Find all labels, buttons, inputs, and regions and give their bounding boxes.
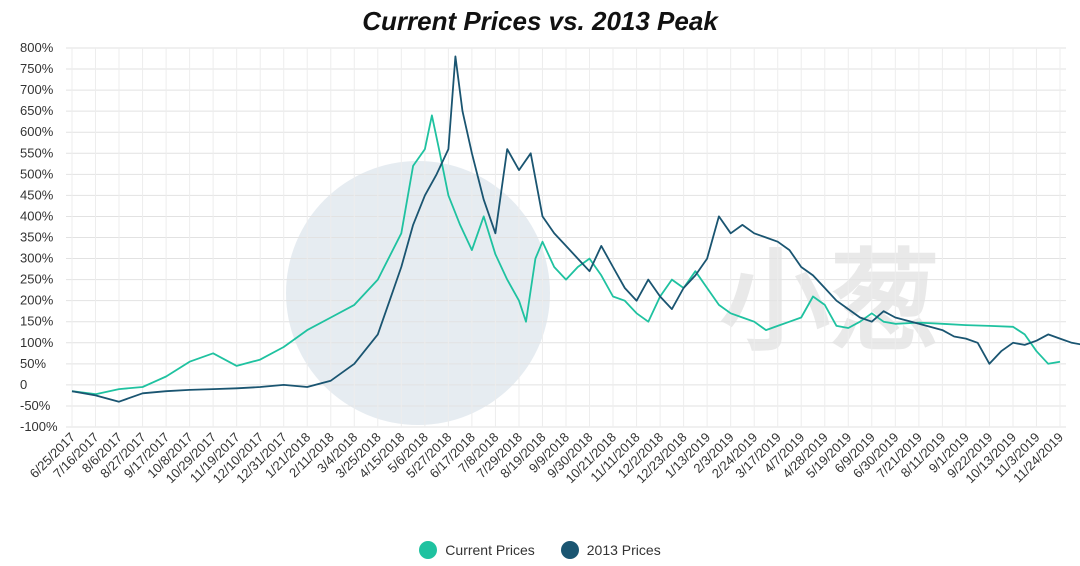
y-axis-ticks: 800% 750% 700% 650% 600% 550% 500% 450% 400% 350%… [20, 40, 58, 434]
legend-swatch-2013-prices [560, 541, 579, 559]
watermark-text: 小葱 [720, 238, 940, 366]
x-axis-ticks: 6/25/20177/16/20178/6/20178/27/20179/17/… [27, 430, 1067, 487]
chart-title: Current Prices vs. 2013 Peak [362, 6, 718, 36]
legend-swatch-current-prices [419, 541, 438, 559]
y-tick-label: 250% [20, 272, 54, 287]
y-tick-label: 100% [20, 335, 54, 350]
y-tick-label: -100% [20, 419, 58, 434]
y-tick-label: 50% [20, 356, 46, 371]
legend-label-current-prices: Current Prices [445, 542, 535, 558]
series-line-current-prices [71, 114, 1061, 396]
y-tick-label: 650% [20, 103, 54, 118]
y-tick-label: 600% [20, 124, 54, 139]
y-tick-label: 150% [20, 314, 54, 329]
y-tick-label: 300% [20, 251, 54, 266]
y-tick-label: 200% [20, 293, 54, 308]
y-tick-label: 450% [20, 187, 54, 202]
legend: Current Prices 2013 Prices [0, 541, 1080, 559]
y-tick-label: 400% [20, 208, 54, 223]
y-tick-label: 0 [20, 377, 27, 392]
watermark-circle [286, 161, 550, 425]
grid [66, 47, 1066, 428]
y-tick-label: 800% [20, 40, 54, 55]
y-tick-label: 700% [20, 82, 54, 97]
series-line-2013-prices [71, 55, 1080, 403]
y-tick-label: 750% [20, 61, 54, 76]
y-tick-label: 500% [20, 166, 54, 181]
watermark-logo: 小葱 [286, 161, 940, 425]
series-lines [71, 55, 1080, 403]
y-tick-label: -50% [20, 398, 51, 413]
legend-item-current-prices[interactable]: Current Prices [419, 541, 535, 559]
y-tick-label: 350% [20, 230, 54, 245]
legend-label-2013-prices: 2013 Prices [586, 542, 661, 558]
legend-item-2013-prices[interactable]: 2013 Prices [560, 541, 661, 559]
y-tick-label: 550% [20, 145, 54, 160]
